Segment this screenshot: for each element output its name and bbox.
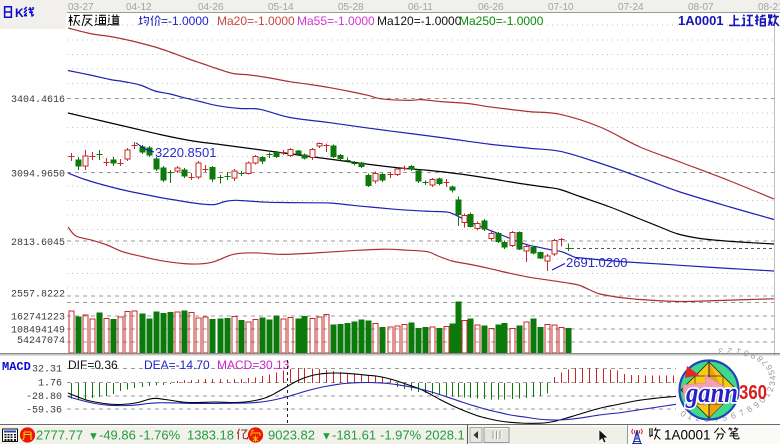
svg-text:2028.1: 2028.1 xyxy=(425,428,465,443)
svg-text:-59.36: -59.36 xyxy=(26,406,62,417)
svg-text:2: 2 xyxy=(765,386,776,393)
svg-text:9: 9 xyxy=(751,399,762,409)
svg-text:8: 8 xyxy=(754,354,765,365)
svg-text:-1.76%: -1.76% xyxy=(139,428,181,443)
svg-text:6: 6 xyxy=(729,410,737,421)
svg-text:04-26: 04-26 xyxy=(198,2,224,13)
svg-text:Ma250=-1.0000: Ma250=-1.0000 xyxy=(459,14,544,28)
svg-text:1: 1 xyxy=(734,346,742,357)
svg-text:Ma55=-1.0000: Ma55=-1.0000 xyxy=(297,14,375,28)
svg-text:108494149: 108494149 xyxy=(11,326,65,337)
svg-text:3094.9650: 3094.9650 xyxy=(11,170,65,181)
svg-text:3: 3 xyxy=(767,381,777,387)
svg-text:-49.86: -49.86 xyxy=(99,428,136,443)
svg-text:-181.61: -181.61 xyxy=(332,428,376,443)
svg-text:1: 1 xyxy=(761,390,772,399)
svg-text:3404.4616: 3404.4616 xyxy=(11,95,65,106)
svg-text:0: 0 xyxy=(742,348,751,359)
svg-text:05-14: 05-14 xyxy=(268,2,294,13)
svg-text:04-12: 04-12 xyxy=(126,2,152,13)
svg-text:2557.8222: 2557.8222 xyxy=(11,290,65,301)
svg-text:Ma20=-1.0000: Ma20=-1.0000 xyxy=(217,14,295,28)
svg-text:1A0001: 1A0001 xyxy=(678,13,724,28)
svg-text:07-10: 07-10 xyxy=(548,2,574,13)
svg-text:-1.97%: -1.97% xyxy=(380,428,422,443)
svg-text:9023.82: 9023.82 xyxy=(268,428,315,443)
svg-text:=-1.0000: =-1.0000 xyxy=(161,14,209,28)
svg-text:7: 7 xyxy=(737,407,746,418)
svg-text:0: 0 xyxy=(757,395,768,405)
svg-text:32.31: 32.31 xyxy=(32,365,62,376)
svg-text:3220.8501: 3220.8501 xyxy=(155,145,216,160)
svg-text:2813.6045: 2813.6045 xyxy=(11,238,65,249)
svg-text:03-27: 03-27 xyxy=(68,2,94,13)
svg-text:08-07: 08-07 xyxy=(688,2,714,13)
svg-text:7: 7 xyxy=(759,358,770,368)
svg-text:▼: ▼ xyxy=(88,431,99,443)
svg-text:8: 8 xyxy=(744,404,754,415)
svg-text:360: 360 xyxy=(739,382,767,404)
svg-text:162741223: 162741223 xyxy=(11,313,65,324)
svg-text:K: K xyxy=(15,6,24,20)
svg-text:05-28: 05-28 xyxy=(338,2,364,13)
svg-text:0: 0 xyxy=(678,408,688,419)
svg-text:1A0001: 1A0001 xyxy=(664,428,711,443)
svg-text:08-21: 08-21 xyxy=(758,2,780,13)
svg-text:06-26: 06-26 xyxy=(478,2,504,13)
svg-text:▼: ▼ xyxy=(321,431,332,443)
svg-text:6: 6 xyxy=(763,363,774,372)
svg-text:54247074: 54247074 xyxy=(17,336,65,347)
svg-text:4: 4 xyxy=(767,375,777,381)
svg-text:1.76: 1.76 xyxy=(38,379,62,390)
svg-text:9: 9 xyxy=(748,350,758,361)
svg-text:gann: gann xyxy=(685,377,738,409)
svg-text:2691.0200: 2691.0200 xyxy=(566,255,627,270)
svg-text:gann: gann xyxy=(685,377,738,409)
svg-text:3: 3 xyxy=(718,346,723,356)
svg-text:5: 5 xyxy=(721,412,728,423)
svg-text:1383.18: 1383.18 xyxy=(187,428,234,443)
svg-text:MACD: MACD xyxy=(2,360,31,374)
svg-text:2: 2 xyxy=(726,346,732,357)
svg-text:1: 1 xyxy=(686,411,695,422)
svg-text:DEA=-14.70: DEA=-14.70 xyxy=(144,358,210,372)
svg-text:MACD=30.13: MACD=30.13 xyxy=(217,358,290,372)
svg-text:5: 5 xyxy=(766,369,777,376)
svg-text:Ma120=-1.0000: Ma120=-1.0000 xyxy=(377,14,462,28)
svg-text:2777.77: 2777.77 xyxy=(36,428,83,443)
svg-text:06-11: 06-11 xyxy=(408,2,433,13)
svg-text:DIF=0.36: DIF=0.36 xyxy=(68,358,118,372)
svg-text:07-24: 07-24 xyxy=(618,2,644,13)
svg-text:-28.80: -28.80 xyxy=(26,392,62,403)
